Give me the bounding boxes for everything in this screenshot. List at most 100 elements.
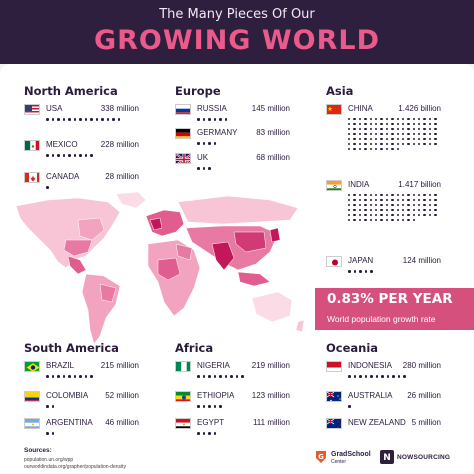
country-name: AUSTRALIA: [348, 391, 393, 400]
country-population: 26 million: [407, 391, 441, 400]
population-dot: [428, 194, 432, 197]
population-dot: [348, 132, 351, 136]
source-link[interactable]: population.un.org/wpp: [24, 457, 74, 463]
population-dot: [353, 203, 356, 207]
population-dots: [348, 405, 443, 412]
country-name: COLOMBIA: [46, 391, 89, 400]
population-dot: [213, 142, 216, 145]
population-dot: [353, 147, 356, 151]
population-dots: [197, 375, 292, 382]
population-dot: [407, 218, 410, 222]
population-dot: [407, 142, 410, 146]
country-population: 1.417 billion: [398, 180, 441, 189]
population-dot: [106, 118, 109, 121]
population-dot: [359, 375, 362, 378]
page-title: GROWING WORLD: [93, 25, 381, 56]
population-dot: [197, 375, 200, 378]
population-dot: [348, 142, 351, 146]
argentina-flag-icon: [24, 418, 40, 429]
population-dot: [364, 375, 367, 378]
population-dot: [46, 375, 49, 378]
population-dot: [412, 118, 416, 121]
population-dot: [391, 142, 394, 146]
population-dot: [380, 208, 383, 212]
population-dot: [380, 137, 383, 141]
population-dot: [412, 122, 416, 126]
population-dot: [374, 122, 378, 126]
population-dot: [370, 375, 373, 378]
population-dot: [380, 132, 383, 136]
region-title-north-america: North America: [24, 84, 118, 98]
population-dot: [364, 147, 367, 151]
population-dots: [46, 375, 141, 382]
population-dot: [348, 218, 351, 222]
country-row-usa: USA 338 million: [24, 104, 139, 134]
header: The Many Pieces Of Our GROWING WORLD: [0, 0, 474, 64]
population-dot: [364, 198, 367, 202]
population-dot: [374, 208, 378, 212]
population-dot: [353, 118, 356, 121]
population-dots: [46, 118, 141, 125]
population-dot: [364, 270, 367, 273]
population-dot: [375, 375, 378, 378]
population-dot: [380, 218, 383, 222]
country-name: ETHIOPIA: [197, 391, 235, 400]
country-row-australia: AUSTRALIA 26 million: [326, 391, 441, 421]
population-dot: [202, 142, 205, 145]
population-dot: [407, 132, 410, 136]
population-dot: [391, 137, 394, 141]
population-dot: [434, 142, 437, 146]
population-dot: [358, 198, 362, 202]
population-dot: [403, 375, 406, 378]
population-dot: [374, 203, 378, 207]
population-dot: [73, 375, 76, 378]
population-dot: [423, 208, 426, 212]
population-dot: [364, 127, 367, 131]
population-dot: [348, 405, 351, 408]
population-dot: [358, 142, 362, 146]
population-dot: [412, 194, 416, 197]
population-dot: [412, 137, 416, 141]
nowsourcing-logo-text: NOWSOURCING: [397, 454, 451, 461]
population-dot: [380, 142, 383, 146]
population-dot: [428, 198, 432, 202]
population-dot: [90, 154, 93, 157]
population-dot: [407, 122, 410, 126]
population-dots: [46, 432, 141, 439]
population-dot: [79, 375, 82, 378]
population-dot: [358, 194, 362, 197]
population-dot: [364, 203, 367, 207]
nowsourcing-logo: N NOWSOURCING: [380, 448, 450, 468]
population-dot: [208, 405, 211, 408]
population-dot: [46, 154, 49, 157]
population-dot: [364, 208, 367, 212]
population-dots: [197, 167, 292, 174]
growth-rate-label: World population growth rate: [327, 314, 436, 324]
population-dot: [392, 375, 395, 378]
population-dot: [51, 405, 54, 408]
population-dot: [396, 208, 399, 212]
population-dot: [428, 127, 432, 131]
population-dot: [62, 118, 65, 121]
population-dot: [348, 198, 351, 202]
population-dot: [428, 203, 432, 207]
country-population: 28 million: [105, 172, 139, 181]
country-row-brazil: BRAZIL 215 million: [24, 361, 139, 391]
population-dot: [353, 137, 356, 141]
source-link[interactable]: ourworldindata.org/grapher/population-de…: [24, 464, 127, 470]
country-row-japan: JAPAN 124 million: [326, 256, 441, 286]
population-dot: [112, 118, 115, 121]
population-dot: [396, 127, 399, 131]
population-dot: [374, 118, 378, 121]
population-dot: [202, 118, 205, 121]
footer: [0, 448, 474, 474]
population-dot: [434, 208, 437, 212]
country-population: 1.426 billion: [398, 104, 441, 113]
country-row-mexico: MEXICO 228 million: [24, 140, 139, 170]
india-flag-icon: [326, 180, 342, 191]
population-dot: [434, 203, 437, 207]
population-dot: [423, 142, 426, 146]
population-dot: [434, 118, 437, 121]
population-dot: [57, 118, 60, 121]
population-dot: [418, 213, 421, 217]
